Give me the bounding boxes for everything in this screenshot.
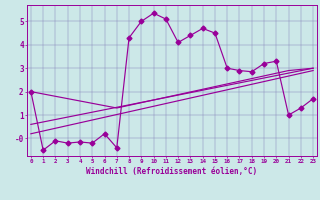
X-axis label: Windchill (Refroidissement éolien,°C): Windchill (Refroidissement éolien,°C) bbox=[86, 167, 258, 176]
